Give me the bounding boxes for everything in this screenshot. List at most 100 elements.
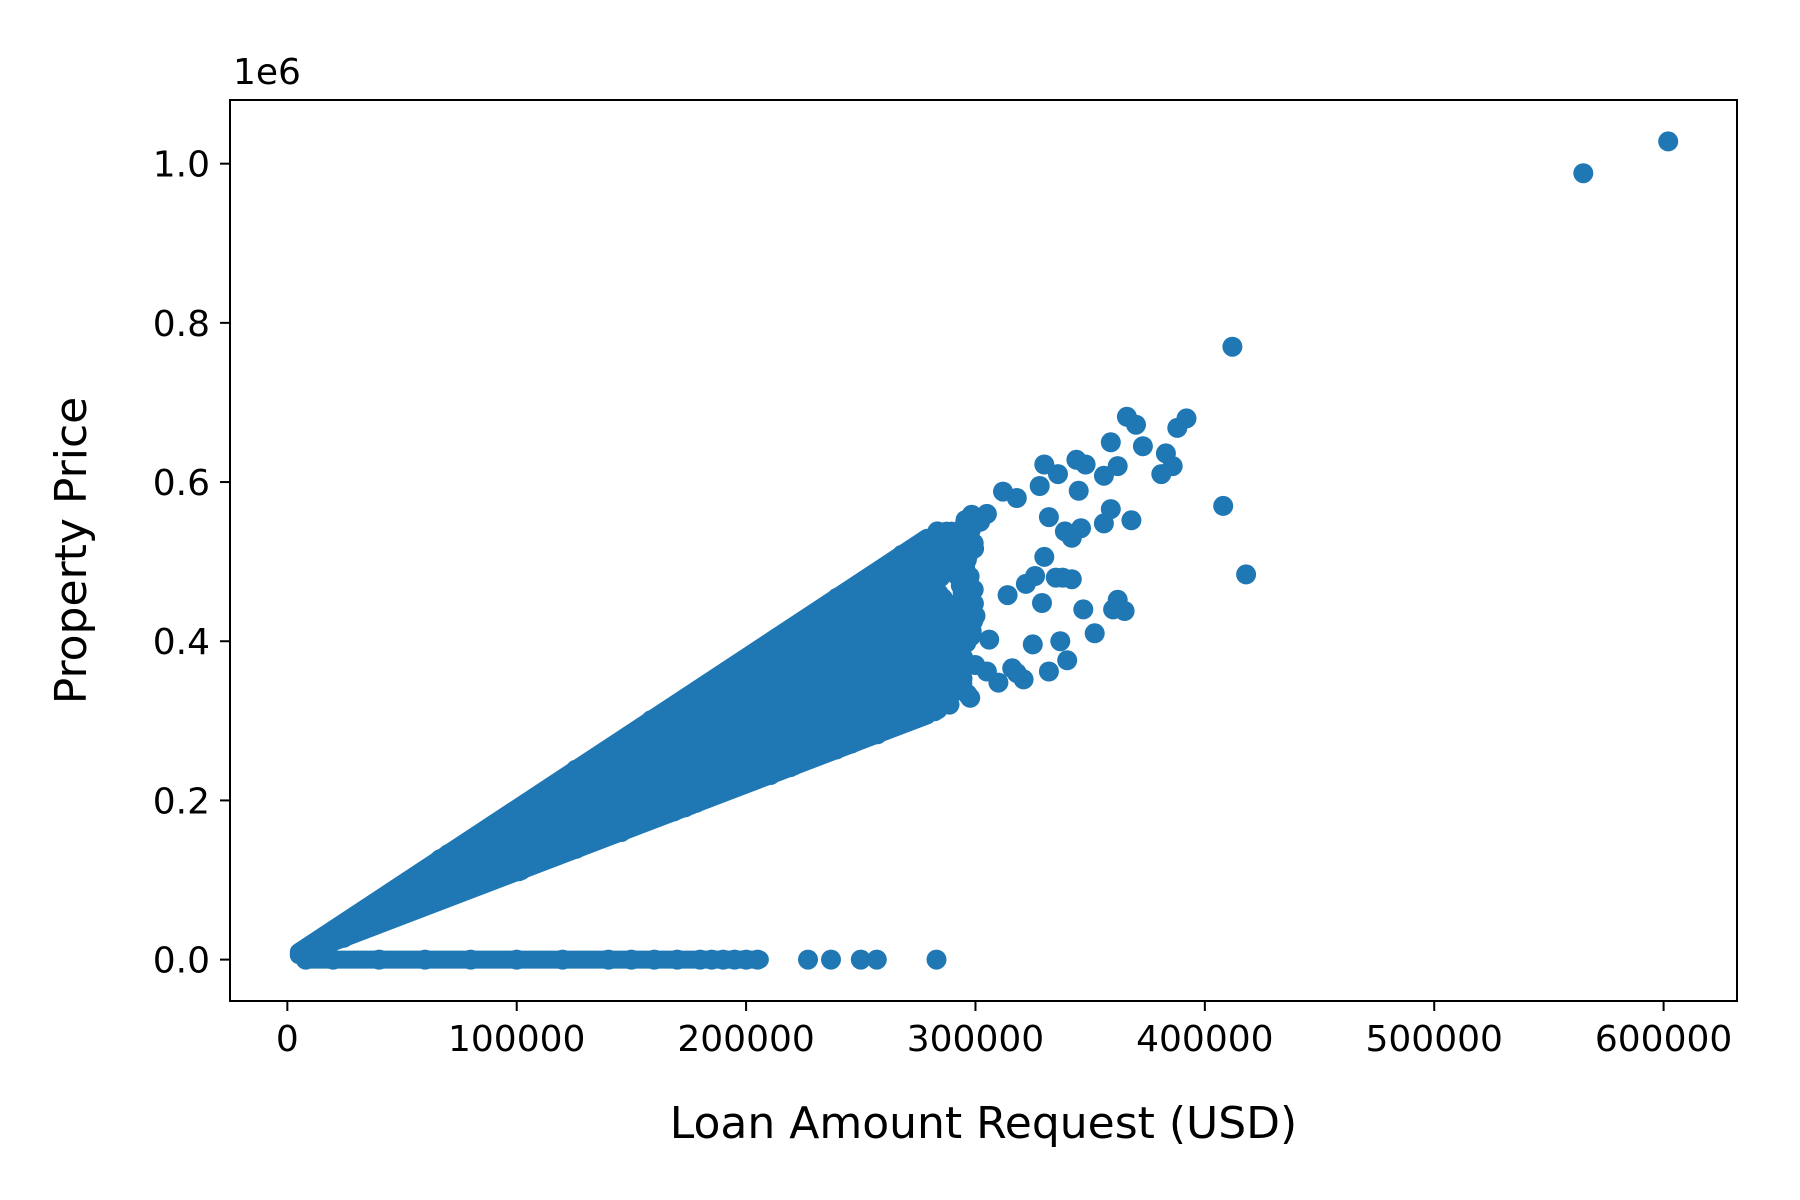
scatter-point [383,900,404,921]
y-tick-label: 0.8 [153,304,210,345]
scatter-point [1052,567,1073,588]
x-tick-label: 500000 [1366,1019,1503,1060]
scatter-point [1002,658,1023,679]
scatter-point [430,888,451,909]
scatter-point [712,703,732,723]
scatter-point [475,846,496,867]
scatter-point [551,790,572,811]
scatter-point [867,633,888,654]
scatter-point [741,658,762,679]
scatter-point [821,739,842,760]
scatter-point [1034,546,1055,567]
scatter-point [323,949,344,970]
y-axis-offset-label: 1e6 [233,52,301,93]
scatter-point [958,544,979,565]
scatter-point [866,949,887,970]
scatter-point [536,806,557,827]
scatter-point [415,949,435,970]
scatter-point [688,742,709,762]
scatter-point [798,949,818,970]
scatter-point [808,640,829,661]
scatter-point [941,521,962,542]
x-tick-label: 300000 [907,1019,1044,1060]
scatter-point [1057,650,1078,671]
scatter-point [956,632,977,653]
scatter-point [362,903,383,924]
scatter-point [693,702,714,723]
x-axis: 0 100000 200000 300000 400000 500000 600000 [276,1001,1732,1060]
scatter-point [619,758,640,779]
scatter-point [449,880,470,901]
scatter-point [868,719,889,740]
scatter-point [438,844,459,865]
scatter-point [460,949,481,970]
y-tick-label: 1.0 [153,145,210,186]
y-axis-title: Property Price [46,397,97,705]
scatter-point [902,597,923,618]
scatter-point [947,647,968,668]
scatter-point [925,547,946,568]
scatter-point [1573,163,1594,184]
scatter-point [422,859,443,880]
scatter-point [733,730,754,751]
scatter-point [900,656,921,677]
scatter-point [713,770,734,791]
scatter-point [1155,443,1176,464]
y-tick-label: 0.6 [153,463,210,504]
scatter-point [1100,432,1121,453]
scatter-point [850,949,871,970]
scatter-point [823,700,844,721]
scatter-point [792,674,813,695]
scatter-point [1093,513,1114,534]
scatter-point [506,949,527,970]
scatter-point [588,804,609,825]
scatter-point [664,781,685,802]
scatter-point [947,602,968,623]
scatter-point [1073,599,1094,620]
scatter-point [909,627,930,648]
y-tick-label: 0.4 [153,622,210,663]
scatter-point [833,593,854,614]
scatter-point [821,949,841,970]
y-tick-label: 0.0 [153,941,210,982]
scatter-point [891,691,912,712]
scatter-point [1107,456,1128,477]
scatter-point [976,661,997,682]
scatter-point [960,519,981,540]
scatter-point [611,822,632,842]
scatter-point [552,949,573,970]
scatter-point [993,481,1013,502]
plot-frame [229,99,1738,1002]
scatter-point [955,574,976,595]
scatter-point [797,730,818,751]
scatter-point [707,740,728,761]
scatter-point [661,720,682,741]
scatter-point [965,605,986,626]
scatter-point [1151,464,1172,485]
y-tick-label: 0.2 [153,781,210,822]
scatter-point [728,681,749,702]
scatter-point [508,861,529,882]
x-axis-title: Loan Amount Request (USD) [670,1098,1297,1149]
scatter-point [807,686,828,706]
scatter-point [1213,495,1234,516]
scatter-point [644,949,665,970]
scatter-point [295,949,316,970]
scatter-point [645,796,666,817]
scatter-point [1084,623,1105,644]
scatter-point [1022,634,1043,655]
scatter-point [1038,507,1059,528]
data-points [289,131,1679,970]
scatter-point [333,927,354,948]
scatter-point [734,703,755,723]
scatter-point [455,844,476,865]
scatter-point [1050,631,1071,652]
x-tick-label: 600000 [1595,1019,1732,1060]
y-axis: 0.0 0.2 0.4 0.6 0.8 1.0 [153,145,230,982]
scatter-point [787,628,808,648]
scatter-point [555,813,575,834]
scatter-point [570,788,591,809]
scatter-point [621,949,642,970]
scatter-point [406,882,427,903]
scatter-point [755,728,776,749]
